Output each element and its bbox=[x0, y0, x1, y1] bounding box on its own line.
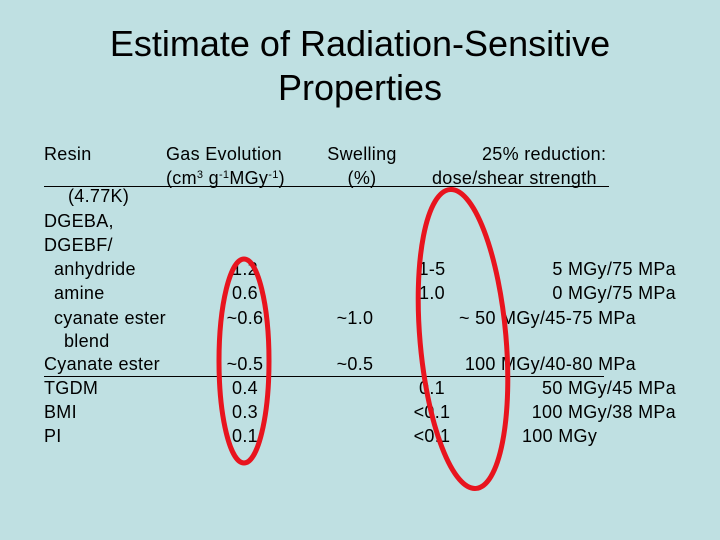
dose-tgdm: 50 MGy/45 MPa bbox=[542, 378, 676, 398]
resin-amine: amine bbox=[54, 283, 105, 303]
header-gas-units: (cm3 g-1MGy-1) bbox=[166, 168, 285, 188]
header-dose-shear: dose/shear strength bbox=[432, 168, 597, 188]
header-resin-temp: (4.77K) bbox=[68, 186, 130, 206]
swelling-cyanate: ~0.5 bbox=[336, 354, 374, 374]
swell-pct-amine: 1.0 bbox=[419, 283, 445, 303]
swelling-cyanate-ester: ~1.0 bbox=[336, 308, 374, 328]
header-swelling: Swelling bbox=[327, 144, 397, 164]
resin-cyanate: Cyanate ester bbox=[44, 354, 160, 374]
resin-dgebf: DGEBF/ bbox=[44, 235, 113, 255]
gas-bmi: 0.3 bbox=[232, 402, 258, 422]
dose-amine: 0 MGy/75 MPa bbox=[552, 283, 676, 303]
resin-bmi: BMI bbox=[44, 402, 77, 422]
resin-dgeba: DGEBA, bbox=[44, 211, 114, 231]
highlight-ellipse-gas bbox=[216, 256, 272, 466]
dose-bmi: 100 MGy/38 MPa bbox=[531, 402, 676, 422]
gas-pi: 0.1 bbox=[232, 426, 258, 446]
header-underline bbox=[44, 186, 609, 187]
title-line-2: Properties bbox=[277, 67, 443, 108]
header-resin: Resin bbox=[44, 144, 92, 164]
resin-blend: blend bbox=[64, 331, 110, 351]
gas-cyanate: ~0.5 bbox=[226, 354, 264, 374]
gas-cyanate-ester: ~0.6 bbox=[226, 308, 264, 328]
highlight-ellipse-swelling bbox=[415, 187, 511, 491]
resin-tgdm: TGDM bbox=[44, 378, 99, 398]
dose-anhydride: 5 MGy/75 MPa bbox=[552, 259, 676, 279]
dose-pi: 100 MGy bbox=[522, 426, 598, 446]
gas-tgdm: 0.4 bbox=[232, 378, 258, 398]
slide-title: Estimate of Radiation-Sensitive Properti… bbox=[0, 22, 720, 110]
header-gas-evolution: Gas Evolution bbox=[166, 144, 282, 164]
title-line-1: Estimate of Radiation-Sensitive bbox=[109, 23, 611, 64]
header-swelling-units: (%) bbox=[347, 168, 377, 188]
resin-cyanate-ester: cyanate ester bbox=[54, 308, 166, 328]
header-reduction: 25% reduction: bbox=[482, 144, 607, 164]
row-divider bbox=[44, 376, 604, 377]
resin-pi: PI bbox=[44, 426, 62, 446]
gas-amine: 0.6 bbox=[232, 283, 258, 303]
swell-pct-anhydride: 1-5 bbox=[418, 259, 446, 279]
resin-anhydride: anhydride bbox=[54, 259, 136, 279]
